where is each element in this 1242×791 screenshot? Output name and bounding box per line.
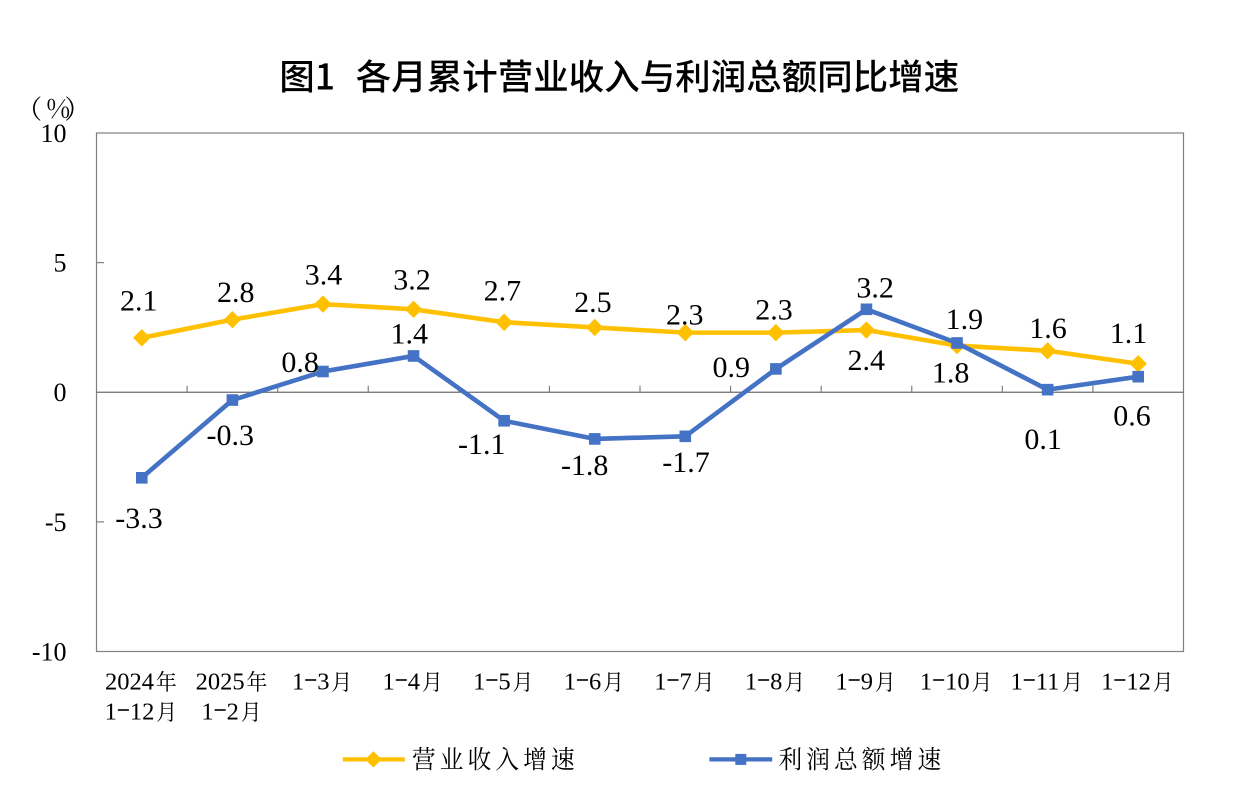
svg-text:2.7: 2.7 <box>484 275 522 308</box>
svg-text:2: 2 <box>227 699 239 726</box>
svg-text:2024: 2024 <box>105 669 154 696</box>
svg-text:2.3: 2.3 <box>666 299 704 332</box>
svg-text:-1.1: -1.1 <box>458 428 506 461</box>
svg-text:0.1: 0.1 <box>1024 423 1062 456</box>
svg-text:12: 12 <box>1126 669 1151 696</box>
svg-text:1.4: 1.4 <box>391 317 429 350</box>
svg-text:1.1: 1.1 <box>1110 317 1148 350</box>
svg-text:1.6: 1.6 <box>1029 312 1067 345</box>
svg-text:-1.7: -1.7 <box>662 446 710 479</box>
svg-text:10: 10 <box>945 669 970 696</box>
svg-text:-1.8: -1.8 <box>561 449 609 482</box>
svg-text:9: 9 <box>861 669 873 696</box>
svg-text:1: 1 <box>105 699 117 726</box>
svg-text:2.8: 2.8 <box>217 276 255 309</box>
svg-text:8: 8 <box>770 669 782 696</box>
svg-text:1: 1 <box>745 669 757 696</box>
svg-text:-10: -10 <box>32 638 67 667</box>
svg-text:2025: 2025 <box>196 669 245 696</box>
svg-text:0.9: 0.9 <box>713 351 751 384</box>
svg-text:1: 1 <box>835 669 847 696</box>
svg-text:11: 11 <box>1036 669 1060 696</box>
svg-text:1: 1 <box>292 669 304 696</box>
svg-text:1: 1 <box>383 669 395 696</box>
svg-text:1: 1 <box>201 699 213 726</box>
svg-text:10: 10 <box>41 119 67 148</box>
svg-text:3.2: 3.2 <box>856 271 894 304</box>
svg-text:5: 5 <box>498 669 510 696</box>
svg-text:1: 1 <box>920 669 932 696</box>
svg-text:0: 0 <box>54 378 67 407</box>
svg-text:3.4: 3.4 <box>305 259 343 292</box>
svg-text:5: 5 <box>54 249 67 278</box>
svg-text:2.5: 2.5 <box>574 286 612 319</box>
svg-text:1: 1 <box>1101 669 1113 696</box>
svg-text:-3.3: -3.3 <box>115 502 163 535</box>
svg-text:0.8: 0.8 <box>281 346 319 379</box>
svg-text:3.2: 3.2 <box>393 264 431 297</box>
svg-text:-5: -5 <box>45 508 67 537</box>
svg-text:1: 1 <box>654 669 666 696</box>
svg-text:1: 1 <box>473 669 485 696</box>
svg-text:1.9: 1.9 <box>946 303 984 336</box>
svg-text:4: 4 <box>408 669 420 696</box>
svg-text:1: 1 <box>564 669 576 696</box>
svg-text:12: 12 <box>130 699 155 726</box>
svg-text:2.1: 2.1 <box>120 284 158 317</box>
svg-text:6: 6 <box>589 669 601 696</box>
svg-text:0.6: 0.6 <box>1113 400 1151 433</box>
svg-text:1.8: 1.8 <box>932 357 970 390</box>
svg-text:2.3: 2.3 <box>755 294 793 327</box>
svg-text:1: 1 <box>1011 669 1023 696</box>
svg-text:7: 7 <box>680 669 692 696</box>
svg-text:2.4: 2.4 <box>847 344 885 377</box>
svg-text:3: 3 <box>317 669 329 696</box>
svg-text:-0.3: -0.3 <box>207 419 255 452</box>
